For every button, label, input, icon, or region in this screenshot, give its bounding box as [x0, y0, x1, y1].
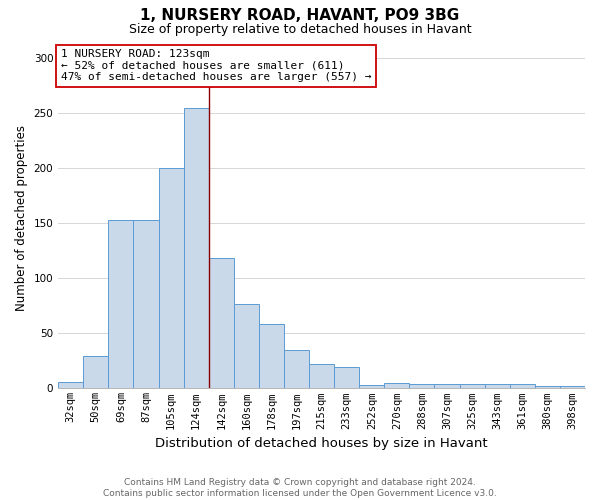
Y-axis label: Number of detached properties: Number of detached properties — [15, 125, 28, 311]
Text: Contains HM Land Registry data © Crown copyright and database right 2024.
Contai: Contains HM Land Registry data © Crown c… — [103, 478, 497, 498]
Text: Size of property relative to detached houses in Havant: Size of property relative to detached ho… — [128, 22, 472, 36]
Bar — [284, 350, 309, 389]
Bar — [158, 168, 184, 388]
Bar — [409, 384, 434, 388]
Bar — [58, 382, 83, 388]
Bar — [184, 108, 209, 388]
Bar — [460, 384, 485, 388]
Bar — [560, 386, 585, 388]
Bar — [334, 368, 359, 388]
Bar — [485, 384, 510, 388]
Bar — [535, 386, 560, 388]
Text: 1 NURSERY ROAD: 123sqm
← 52% of detached houses are smaller (611)
47% of semi-de: 1 NURSERY ROAD: 123sqm ← 52% of detached… — [61, 49, 371, 82]
Bar — [133, 220, 158, 388]
Bar — [309, 364, 334, 388]
Bar — [259, 324, 284, 388]
Bar — [359, 385, 385, 388]
X-axis label: Distribution of detached houses by size in Havant: Distribution of detached houses by size … — [155, 437, 488, 450]
Bar — [385, 383, 409, 388]
Bar — [510, 384, 535, 388]
Bar — [209, 258, 234, 388]
Bar — [234, 304, 259, 388]
Text: 1, NURSERY ROAD, HAVANT, PO9 3BG: 1, NURSERY ROAD, HAVANT, PO9 3BG — [140, 8, 460, 22]
Bar — [109, 220, 133, 388]
Bar — [83, 356, 109, 388]
Bar — [434, 384, 460, 388]
